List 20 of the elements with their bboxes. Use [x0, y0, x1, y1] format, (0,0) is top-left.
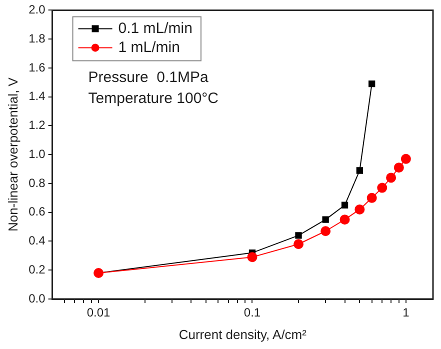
y-tick-label: 1.2	[28, 118, 46, 132]
y-tick-label: 1.4	[28, 89, 46, 104]
legend-label: 1 mL/min	[118, 38, 180, 56]
y-tick-label: 0.6	[28, 204, 46, 219]
legend-label: 0.1 mL/min	[118, 20, 192, 37]
x-tick-label: 0.01	[86, 306, 111, 320]
y-tick-label: 0.4	[28, 234, 46, 248]
y-tick-label: 1.8	[28, 31, 46, 46]
y-axis-title: Non-linear overpotential, V	[5, 77, 20, 232]
annotation: Pressure 0.1MPa	[88, 68, 209, 86]
annotation: Temperature 100°C	[88, 90, 219, 107]
y-tick-label: 1.6	[28, 60, 46, 74]
x-tick-label: 1	[402, 306, 410, 320]
y-tick-label: 1.0	[28, 146, 46, 161]
y-tick-label: 0.2	[28, 262, 46, 276]
x-tick-label: 0.1	[244, 306, 261, 320]
y-tick-label: 0.0	[28, 291, 46, 306]
x-axis-title: Current density, A/cm²	[178, 326, 308, 342]
y-tick-label: 0.8	[28, 176, 46, 190]
y-tick-label: 2.0	[28, 2, 46, 17]
